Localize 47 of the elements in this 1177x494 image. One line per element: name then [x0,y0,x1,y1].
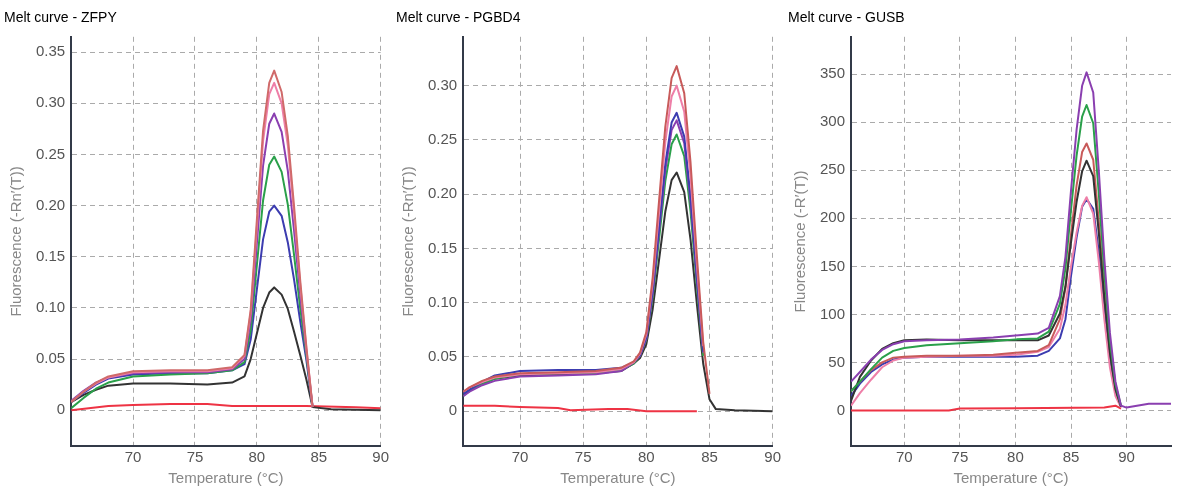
x-tick-label: 75 [574,448,592,466]
x-tick-label: 75 [186,448,204,466]
y-tick-label: 50 [828,352,846,370]
y-tick-label: 200 [820,208,846,226]
x-tick-label: 80 [1007,448,1024,466]
y-axis-title: Fluorescence (-Rn′(T)) [399,166,417,317]
y-tick-label: 0.30 [427,75,458,93]
y-tick-label: 0.15 [35,246,66,264]
y-tick-label: 250 [820,160,846,178]
y-tick-label: 0.25 [427,130,458,148]
y-tick-label: 0.30 [35,93,66,111]
x-tick-label: 90 [1118,448,1135,466]
x-tick-label: 90 [372,448,389,466]
y-tick-label: 0.05 [427,347,458,365]
y-tick-label: 0.20 [427,184,458,202]
y-tick-label: 0 [56,400,66,418]
x-tick-label: 85 [310,448,328,466]
y-tick-label: 0 [448,401,458,419]
x-tick-label: 85 [701,448,718,466]
y-axis-title: Fluorescence (-Rn′(T)) [7,166,25,317]
y-tick-label: 0.25 [35,144,66,162]
x-axis-title: Temperature (°C) [560,469,676,487]
x-tick-label: 80 [248,448,266,466]
x-tick-label: 80 [638,448,655,466]
chart-title: Melt curve - PGBD4 [396,9,521,26]
x-axis-title: Temperature (°C) [168,469,284,487]
y-tick-label: 350 [820,64,846,82]
y-tick-label: 0.35 [35,42,66,60]
x-axis-title: Temperature (°C) [953,469,1069,487]
x-tick-label: 90 [764,448,781,466]
y-tick-label: 0 [836,400,846,418]
y-tick-label: 0.10 [427,292,458,310]
y-tick-label: 150 [820,256,846,274]
y-tick-label: 0.10 [35,298,66,316]
y-tick-label: 0.20 [35,195,66,213]
x-tick-label: 85 [1062,448,1080,466]
x-tick-label: 70 [896,448,913,466]
y-tick-label: 0.15 [427,238,458,256]
chart-title: Melt curve - GUSB [788,9,905,26]
x-tick-label: 70 [124,448,142,466]
y-axis-title: Fluorescence (-R′(T)) [791,170,809,313]
x-tick-label: 75 [951,448,969,466]
y-tick-label: 300 [820,112,846,130]
y-tick-label: 100 [820,304,846,322]
x-tick-label: 70 [511,448,529,466]
y-tick-label: 0.05 [35,349,66,367]
chart-title: Melt curve - ZFPY [4,9,118,26]
